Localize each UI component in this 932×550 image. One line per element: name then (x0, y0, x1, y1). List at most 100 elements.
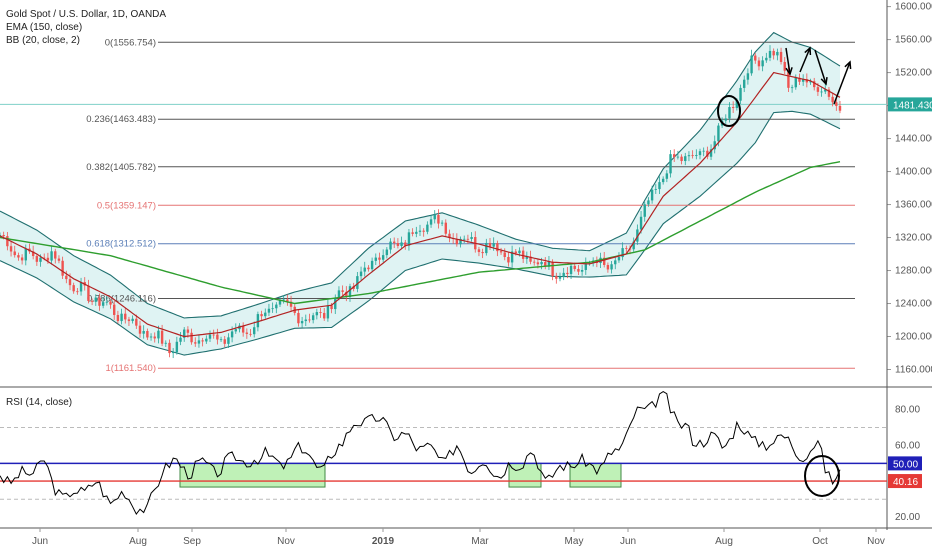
candle-body (440, 222, 444, 224)
candle-body (72, 285, 75, 292)
candle-body (300, 321, 304, 324)
fib-level-label: 0.382(1405.782) (86, 162, 156, 173)
candle-body (381, 255, 385, 260)
candle-body (267, 308, 271, 313)
price-axis-tick-label: 1200.000 (895, 332, 932, 343)
legend-ema: EMA (150, close) (6, 22, 83, 33)
candle-body (647, 200, 650, 205)
candle-body (801, 79, 805, 82)
candle-body (831, 96, 834, 103)
candle-body (389, 241, 392, 250)
price-axis-tick-label: 1600.000 (895, 2, 932, 13)
rsi-tag-box (888, 474, 922, 489)
candle-body (160, 330, 164, 344)
candle-body (783, 61, 786, 71)
candle-body (577, 268, 580, 272)
candle-body (824, 89, 827, 92)
candle-body (311, 315, 315, 321)
candle-body (345, 291, 348, 297)
rsi-legend: RSI (14, close) (6, 396, 72, 409)
candle-body (507, 256, 510, 263)
candle-body (146, 331, 149, 338)
candle-body (223, 339, 226, 344)
candle-body (765, 57, 768, 61)
candle-body (533, 261, 536, 263)
candle-body (286, 299, 289, 302)
candle-body (61, 260, 64, 276)
time-axis-tick-label: Nov (277, 536, 295, 547)
candles-group (0, 45, 842, 359)
candle-body (393, 241, 396, 244)
candle-body (315, 312, 319, 316)
candle-body (809, 81, 812, 83)
candle-body (411, 232, 414, 234)
bb-basis-line (0, 71, 841, 338)
price-tag-box (888, 97, 932, 112)
candle-body (676, 156, 680, 158)
candle-body (584, 263, 587, 270)
candle-body (614, 260, 617, 265)
candle-body (573, 265, 576, 269)
annotation-circle (717, 95, 741, 127)
price-axis-tick-label: 1360.000 (895, 200, 932, 211)
candle-body (68, 279, 72, 286)
chart-legend: Gold Spot / U.S. Dollar, 1D, OANDA EMA (… (6, 8, 166, 47)
candle-body (138, 325, 142, 334)
candle-body (702, 150, 705, 152)
candle-body (271, 308, 274, 310)
candle-body (610, 264, 613, 270)
candle-body (750, 55, 753, 74)
rsi-highlight-box (179, 462, 326, 488)
candle-body (709, 149, 713, 157)
candle-body (768, 50, 772, 58)
fib-level-label: 0.786(1246.116) (87, 293, 156, 304)
candle-body (43, 257, 46, 259)
candle-body (566, 272, 569, 275)
candle-body (754, 55, 757, 61)
candle-body (407, 232, 411, 246)
time-axis-tick-label: Aug (129, 536, 147, 547)
candle-body (227, 337, 230, 344)
candle-body (470, 237, 473, 239)
candle-body (735, 100, 739, 109)
candle-body (157, 330, 160, 339)
candle-body (415, 231, 418, 234)
time-axis-tick-label: Aug (715, 536, 733, 547)
candle-body (234, 329, 237, 332)
candle-body (569, 265, 573, 275)
ema-line (0, 161, 841, 305)
candle-body (499, 251, 503, 253)
candle-body (212, 334, 215, 336)
candle-body (827, 89, 831, 97)
candle-body (805, 79, 809, 83)
candle-body (135, 318, 138, 326)
candle-body (334, 297, 337, 310)
candle-body (168, 342, 171, 354)
candle-body (746, 73, 750, 80)
candle-body (308, 319, 311, 321)
candle-body (779, 51, 783, 62)
candle-body (363, 267, 366, 272)
fib-level-label: 0.5(1359.147) (97, 200, 156, 211)
candle-body (131, 318, 134, 322)
candle-body (90, 300, 94, 302)
candle-body (46, 257, 50, 261)
candle-body (378, 257, 381, 260)
candle-body (658, 182, 661, 190)
price-axis-tick-label: 1520.000 (895, 68, 932, 79)
time-axis-tick-label: Jun (620, 536, 636, 547)
candle-body (684, 156, 687, 162)
bb-lower-line (0, 110, 841, 356)
candle-body (385, 249, 389, 256)
candle-body (79, 282, 83, 292)
candle-body (127, 319, 131, 322)
candle-body (728, 107, 731, 119)
candle-body (713, 141, 716, 150)
candle-body (367, 267, 370, 270)
legend-title: Gold Spot / U.S. Dollar, 1D, OANDA (6, 9, 167, 20)
time-axis-tick-label: Nov (867, 536, 885, 547)
fib-level-label: 0(1556.754) (105, 37, 156, 48)
annotation-arrow (799, 47, 811, 73)
